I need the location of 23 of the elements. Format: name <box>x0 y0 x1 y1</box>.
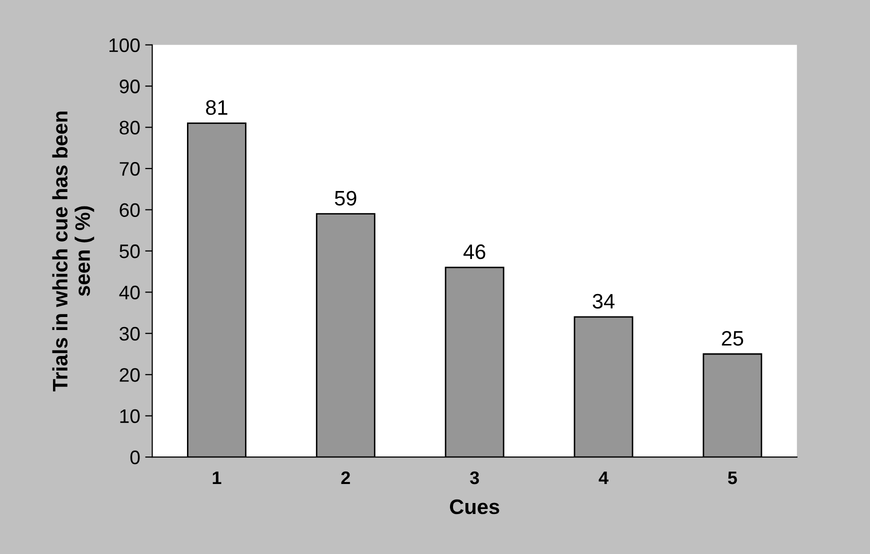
y-tick-label: 10 <box>120 409 140 424</box>
y-tick-label: 70 <box>120 162 140 176</box>
y-tick-label: 40 <box>119 286 140 300</box>
y-tick-label: 30 <box>120 326 140 341</box>
y-tick-label: 90 <box>120 80 140 94</box>
x-tick-label: 2 <box>341 471 350 484</box>
x-tick-label: 4 <box>598 472 608 484</box>
y-tick-label: 100 <box>109 38 140 52</box>
y-tick-label: 20 <box>120 368 140 382</box>
y-axis-title: Trials in which cue has been seen ( %) <box>52 112 94 392</box>
y-tick-label: 80 <box>120 120 140 135</box>
data-label: 25 <box>722 330 744 346</box>
x-tick-label: 3 <box>470 471 479 484</box>
x-axis-title: Cues <box>450 499 500 514</box>
data-label: 59 <box>334 190 356 206</box>
x-tick-label: 1 <box>212 472 222 484</box>
data-label: 46 <box>463 244 486 260</box>
y-tick-label: 60 <box>120 203 140 217</box>
data-label: 81 <box>206 100 228 115</box>
y-tick-label: 0 <box>130 450 140 464</box>
y-tick-label: 50 <box>120 244 140 258</box>
x-tick-label: 5 <box>728 472 737 484</box>
data-label: 34 <box>592 294 614 309</box>
